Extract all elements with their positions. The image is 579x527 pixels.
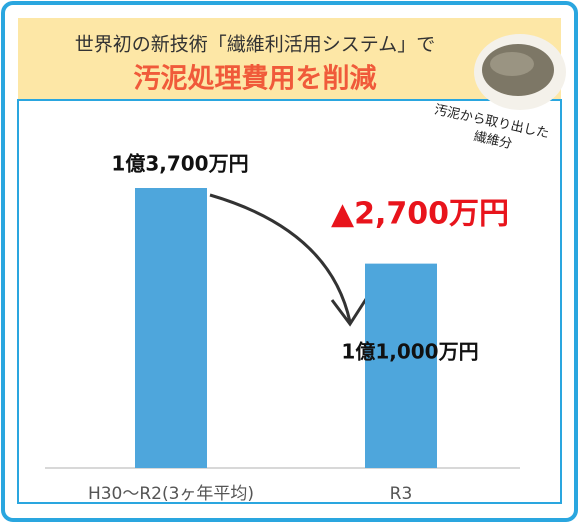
annotation: ▲2,700万円 — [331, 197, 509, 232]
chart: 世界初の新技術「繊維利活用システム」で 汚泥処理費用を削減 汚泥から取り出した … — [0, 0, 579, 523]
chart-title: 世界初の新技術「繊維利活用システム」で — [75, 34, 435, 56]
bar — [365, 264, 437, 468]
value-label: 1億3,700万円 — [111, 152, 248, 176]
chart-subtitle: 汚泥処理費用を削減 — [134, 63, 377, 95]
value-label: 1億1,000万円 — [341, 340, 478, 364]
x-tick-label: H30〜R2(3ヶ年平均) — [88, 484, 254, 504]
fiber-photo-highlight — [490, 52, 534, 76]
x-tick-label: R3 — [390, 484, 413, 504]
bar — [135, 188, 207, 468]
